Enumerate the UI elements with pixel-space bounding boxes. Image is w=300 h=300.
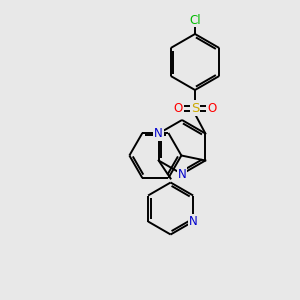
Text: O: O xyxy=(207,101,217,115)
Text: S: S xyxy=(191,101,199,115)
Text: O: O xyxy=(173,101,183,115)
Text: N: N xyxy=(189,215,197,228)
Text: N: N xyxy=(178,167,186,181)
Text: N: N xyxy=(154,127,163,140)
Text: Cl: Cl xyxy=(189,14,201,26)
